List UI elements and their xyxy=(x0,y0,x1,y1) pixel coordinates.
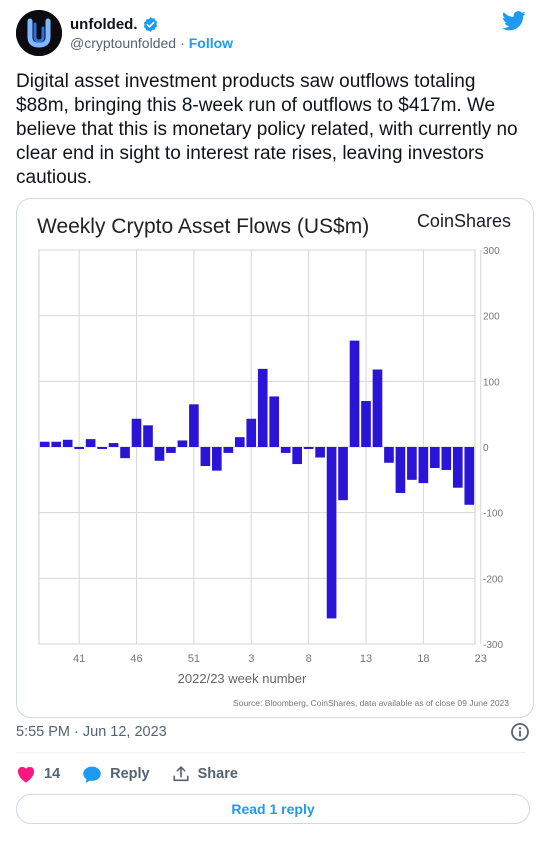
bar-week-18 xyxy=(407,447,417,480)
chart-image[interactable]: Weekly Crypto Asset Flows (US$m) CoinSha… xyxy=(16,198,534,718)
info-icon[interactable] xyxy=(510,722,530,742)
bar-week-17 xyxy=(395,447,406,493)
bar-week-50 xyxy=(177,440,188,447)
bar-week-47 xyxy=(143,425,153,447)
bar-week-9 xyxy=(303,447,314,449)
bar-week-38 xyxy=(39,441,50,447)
bar-week-21 xyxy=(441,447,452,470)
avatar[interactable] xyxy=(16,10,62,56)
reply-button[interactable]: Reply xyxy=(82,765,150,784)
bar-week-22 xyxy=(452,447,463,488)
bar-week-14 xyxy=(361,401,371,447)
tweet-text: Digital asset investment products saw ou… xyxy=(16,71,518,188)
y-tick-label: -300 xyxy=(483,640,503,651)
bar-week-48 xyxy=(154,447,165,461)
divider xyxy=(16,752,526,753)
bar-week-5 xyxy=(257,368,268,447)
handle-separator: · xyxy=(180,35,185,51)
y-tick-label: 100 xyxy=(483,377,500,388)
y-tick-label: 300 xyxy=(483,246,500,257)
share-label: Share xyxy=(197,766,238,782)
bar-week-6 xyxy=(269,396,280,447)
bar-week-16 xyxy=(384,447,394,463)
bar-week-43 xyxy=(97,447,107,449)
x-tick-label: 18 xyxy=(417,653,429,665)
bar-week-2 xyxy=(223,447,234,453)
bar-week-7 xyxy=(280,447,291,453)
like-count: 14 xyxy=(44,766,61,782)
author-handle[interactable]: @cryptounfolded xyxy=(70,35,177,51)
chart-title: Weekly Crypto Asset Flows (US$m) xyxy=(37,215,369,238)
unfolded-logo-icon xyxy=(16,10,62,56)
bar-week-15 xyxy=(372,369,383,447)
bar-week-41 xyxy=(74,447,84,449)
bar-week-12 xyxy=(338,447,348,501)
follow-button[interactable]: Follow xyxy=(188,35,234,51)
bar-week-19 xyxy=(418,447,429,484)
x-tick-label: 51 xyxy=(188,653,200,665)
like-button[interactable]: 14 xyxy=(16,765,60,783)
bar-week-51 xyxy=(189,404,199,447)
bar-week-44 xyxy=(108,443,119,447)
bar-week-45 xyxy=(120,447,130,459)
bar-week-3 xyxy=(234,437,245,447)
flows-chart: Weekly Crypto Asset Flows (US$m) CoinSha… xyxy=(37,211,511,708)
x-tick-label: 23 xyxy=(475,653,487,665)
bar-week-4 xyxy=(246,418,257,447)
y-tick-label: 200 xyxy=(483,312,500,323)
bar-week-20 xyxy=(430,447,440,469)
reply-label: Reply xyxy=(110,766,150,782)
read-replies-button[interactable]: Read 1 reply xyxy=(16,794,530,824)
x-tick-label: 8 xyxy=(306,653,312,665)
bar-week-13 xyxy=(349,340,360,447)
bar-week-46 xyxy=(131,418,142,447)
bar-week-49 xyxy=(166,447,176,453)
bar-week-23 xyxy=(464,447,475,505)
speech-bubble-icon xyxy=(83,766,101,783)
author-display-name[interactable]: unfolded. xyxy=(70,15,138,33)
share-icon xyxy=(173,766,189,782)
tweet-actions: 14 Reply Share xyxy=(16,760,260,788)
verified-badge-icon xyxy=(143,16,157,32)
x-tick-label: 3 xyxy=(248,653,254,665)
bar-week-1 xyxy=(212,447,222,471)
x-tick-label: 41 xyxy=(73,653,85,665)
tweet-timestamp[interactable]: 5:55 PM · Jun 12, 2023 xyxy=(16,724,167,740)
y-tick-label: -100 xyxy=(483,509,503,520)
bar-week-52 xyxy=(200,447,211,467)
tweet-header: unfolded. @cryptounfolded · Follow xyxy=(16,10,526,56)
y-tick-label: -200 xyxy=(483,574,503,585)
x-tick-label: 46 xyxy=(130,653,142,665)
bar-week-40 xyxy=(62,439,73,447)
bar-week-10 xyxy=(315,447,325,458)
heart-icon xyxy=(17,766,35,783)
y-tick-label: 0 xyxy=(483,443,489,454)
bar-week-42 xyxy=(85,439,96,447)
x-tick-label: 13 xyxy=(360,653,372,665)
share-button[interactable]: Share xyxy=(172,765,238,783)
x-axis-label: 2022/23 week number xyxy=(178,671,307,686)
twitter-bird-icon[interactable] xyxy=(502,10,526,32)
bar-week-11 xyxy=(326,447,337,619)
chart-brand-logo: CoinShares xyxy=(417,211,511,231)
chart-source-note: Source: Bloomberg, CoinShares, data avai… xyxy=(233,698,509,708)
bar-week-39 xyxy=(51,441,62,447)
bar-week-8 xyxy=(292,447,302,465)
